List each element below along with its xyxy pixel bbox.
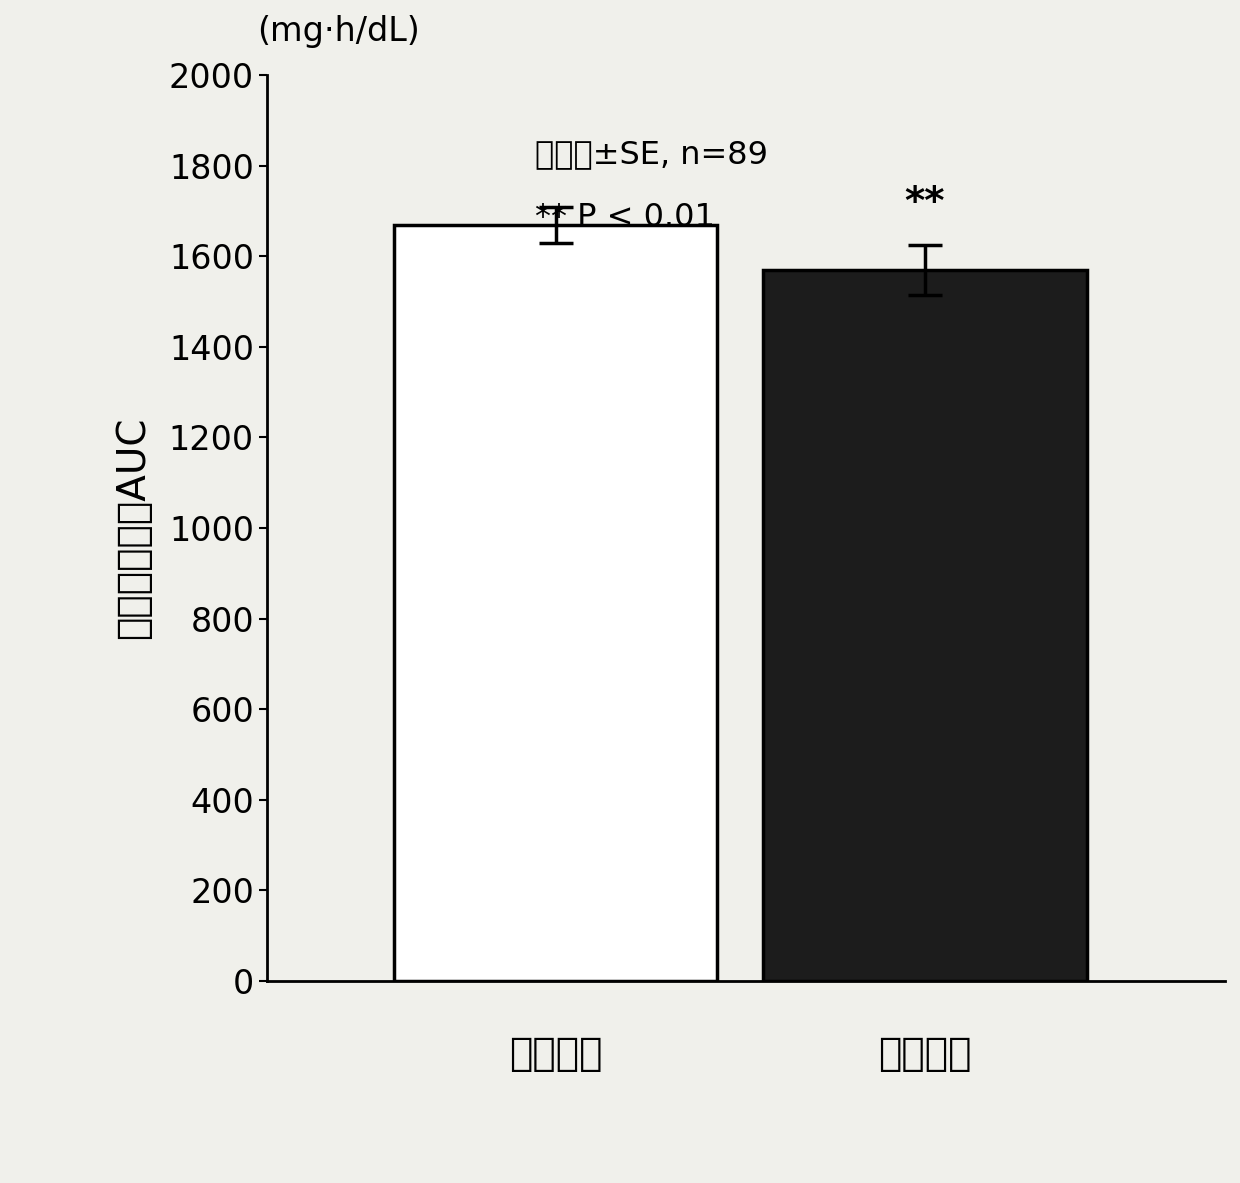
Text: **: ** [905, 185, 945, 222]
Text: ** P < 0.01: ** P < 0.01 [536, 202, 715, 233]
Text: 平均値±SE, n=89: 平均値±SE, n=89 [536, 138, 769, 169]
Text: 被检饮料: 被检饮料 [878, 1035, 972, 1073]
Bar [764, 270, 1086, 981]
Bar [394, 225, 717, 981]
Y-axis label: 血中中性脂肪AUC: 血中中性脂肪AUC [114, 416, 153, 639]
Text: (mg·h/dL): (mg·h/dL) [258, 15, 420, 49]
Text: 对照饮料: 对照饮料 [508, 1035, 603, 1073]
